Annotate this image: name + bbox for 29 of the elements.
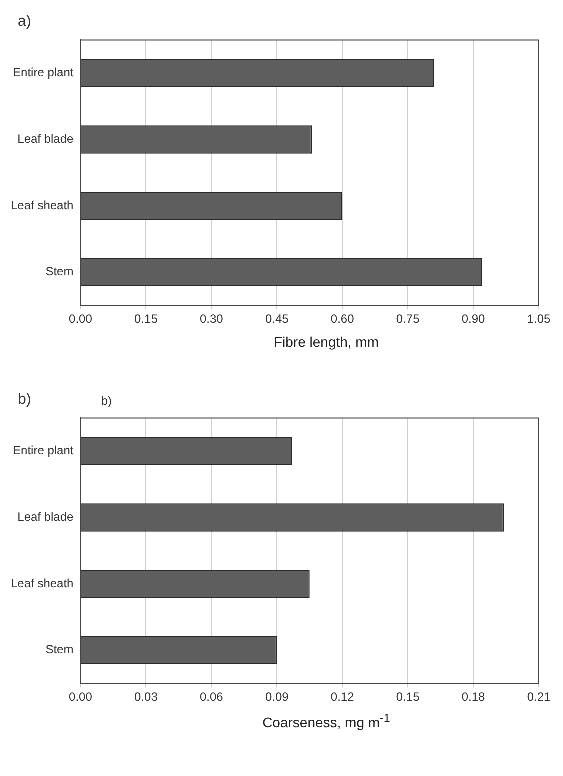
x-axis-title: Fibre length, mm xyxy=(272,334,380,350)
x-tick-label: 0.75 xyxy=(396,312,420,326)
y-tick-label: Leaf sheath xyxy=(11,576,74,590)
text: b) xyxy=(101,394,112,408)
y-tick-label: Entire plant xyxy=(13,444,74,458)
x-tick-label: 0.21 xyxy=(527,690,551,704)
y-tick-label: Stem xyxy=(46,642,74,657)
y-tick-label: Entire plant xyxy=(13,66,74,80)
y-tick-label: Leaf sheath xyxy=(11,198,74,212)
x-tick-label: 0.09 xyxy=(265,690,290,704)
x-tick-label: 0.06 xyxy=(200,690,224,704)
y-tick-label: Stem xyxy=(46,264,74,279)
x-tick-label: 0.12 xyxy=(330,690,355,704)
y-tick-label: Leaf blade xyxy=(18,510,74,524)
x-tick-label: 0.90 xyxy=(462,312,486,326)
x-tick-label: 0.45 xyxy=(265,312,290,326)
x-tick-label: 0.18 xyxy=(462,690,486,704)
x-axis-title: Coarseness, mg m$^{-1}$ xyxy=(262,712,392,731)
chart-title: b) xyxy=(18,391,32,408)
x-tick-label: 1.05 xyxy=(527,312,551,326)
x-tick-label: 0.15 xyxy=(134,312,158,326)
x-tick-label: 0.60 xyxy=(330,312,355,326)
x-tick-label: 0.00 xyxy=(69,690,93,704)
x-tick-label: 0.15 xyxy=(396,690,420,704)
chart-title: a) xyxy=(18,13,32,30)
x-tick-label: 0.30 xyxy=(200,312,224,326)
x-tick-label: 0.03 xyxy=(134,690,158,704)
x-tick-label: 0.00 xyxy=(69,312,93,326)
y-tick-label: Leaf blade xyxy=(18,132,74,146)
